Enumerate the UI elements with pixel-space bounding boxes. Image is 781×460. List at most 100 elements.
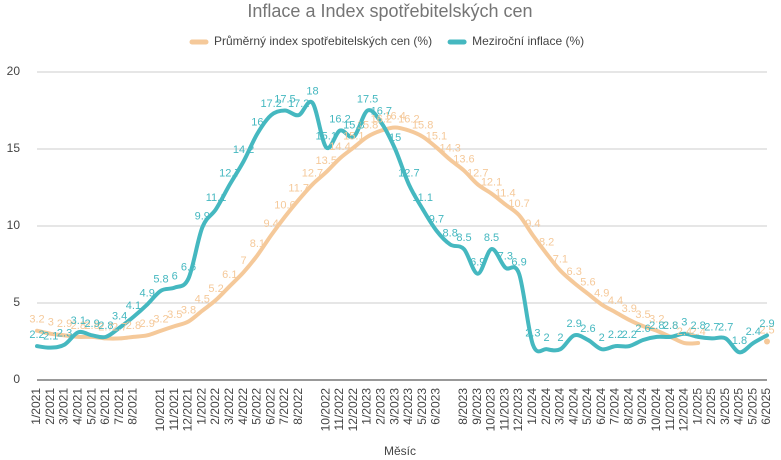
x-tick-label: 10/2023 (484, 388, 498, 432)
x-tick-label: 5/2025 (745, 388, 759, 425)
x-tick-label: 12/2023 (511, 388, 525, 432)
series-line (35, 125, 701, 346)
x-tick-label: 5/2022 (250, 388, 264, 425)
data-label: 2.2 (29, 329, 44, 341)
data-label: 14.3 (439, 143, 460, 155)
data-label: 3.2 (29, 314, 44, 326)
data-label: 2.8 (126, 320, 141, 332)
x-tick-label: 8/2022 (291, 388, 305, 425)
y-tick-label: 20 (7, 64, 21, 78)
x-tick-label: 3/2023 (387, 388, 401, 425)
data-label: 3 (681, 317, 687, 329)
data-label: 16.2 (398, 113, 419, 125)
x-tick-label: 6/2024 (594, 388, 608, 425)
x-tick-label: 6/2021 (98, 388, 112, 425)
x-tick-label: 10/2021 (153, 388, 167, 432)
data-label: 12.7 (467, 167, 488, 179)
data-label: 3.4 (112, 311, 127, 323)
y-tick-label: 0 (13, 372, 20, 386)
data-label: 2.9 (759, 318, 774, 330)
data-label: 14.4 (329, 141, 350, 153)
data-label: 12.7 (219, 167, 240, 179)
data-label: 2.8 (84, 320, 99, 332)
x-tick-label: 3/2021 (57, 388, 71, 425)
x-tick-label: 9/2024 (635, 388, 649, 425)
data-label: 2.6 (635, 323, 650, 335)
y-tick-label: 5 (13, 295, 20, 309)
data-label: 11.4 (495, 187, 516, 199)
data-label: 8.5 (484, 232, 499, 244)
data-label: 9.4 (264, 218, 279, 230)
data-label: 4.5 (195, 294, 210, 306)
data-label: 15.1 (316, 130, 337, 142)
x-tick-label: 5/2024 (580, 388, 594, 425)
x-tick-label: 11/2021 (167, 388, 181, 431)
data-label: 3.8 (181, 304, 196, 316)
x-tick-label: 1/2024 (525, 388, 539, 425)
x-tick-label: 10/2022 (318, 388, 332, 432)
data-label: 14.2 (233, 144, 254, 156)
data-label: 7.1 (553, 254, 568, 266)
data-label: 2.8 (71, 320, 86, 332)
data-label: 15.8 (343, 120, 364, 132)
data-label: 2.8 (690, 320, 705, 332)
data-label: 7 (241, 255, 247, 267)
data-label: 2.7 (98, 321, 113, 333)
data-label: 3.2 (153, 314, 168, 326)
data-label: 8.5 (456, 232, 471, 244)
x-tick-label: 2/2025 (704, 388, 718, 425)
data-label: 4.9 (594, 287, 609, 299)
x-tick-label: 7/2021 (112, 388, 126, 425)
data-label: 16.2 (329, 113, 350, 125)
x-tick-label: 6/2023 (429, 388, 443, 425)
data-label: 17.2 (288, 98, 309, 110)
data-label: 2.7 (718, 321, 733, 333)
data-label: 6.3 (567, 266, 582, 278)
data-label: 2.3 (525, 327, 540, 339)
data-label: 5.2 (208, 283, 223, 295)
legend-label: Meziroční inflace (%) (472, 34, 584, 48)
data-label: 17.2 (260, 98, 281, 110)
data-label: 1.8 (732, 335, 747, 347)
data-label: 11.7 (288, 183, 309, 195)
x-tick-label: 2/2023 (374, 388, 388, 425)
data-label: 2.7 (112, 321, 127, 333)
data-label: 4.9 (140, 287, 155, 299)
x-tick-label: 1/2022 (194, 388, 208, 425)
x-tick-label: 7/2024 (608, 388, 622, 425)
data-label: 15.1 (426, 130, 447, 142)
data-label: 2.9 (57, 318, 72, 330)
data-label: 3.2 (649, 314, 664, 326)
data-label: 15.1 (343, 130, 364, 142)
x-tick-label: 2/2024 (539, 388, 553, 425)
data-label: 4.4 (608, 295, 623, 307)
legend-label: Průměrný index spotřebitelských cen (%) (214, 34, 432, 48)
chart-title: Inflace a Index spotřebitelských cen (247, 1, 532, 21)
data-label: 3.1 (71, 315, 86, 327)
data-label: 7.3 (498, 250, 513, 262)
data-label: 15.8 (412, 120, 433, 132)
data-label: 13.6 (453, 153, 474, 165)
data-label: 12.7 (398, 167, 419, 179)
x-tick-label: 2/2021 (43, 388, 57, 425)
data-label: 10.6 (274, 200, 295, 212)
data-label: 8.8 (443, 227, 458, 239)
data-label: 5.8 (153, 274, 168, 286)
data-label: 2.9 (567, 318, 582, 330)
data-label: 3.9 (622, 303, 637, 315)
x-tick-label: 4/2021 (70, 388, 84, 425)
data-label: 8.1 (250, 238, 265, 250)
x-tick-label: 3/2025 (718, 388, 732, 425)
data-label: 2.8 (663, 320, 678, 332)
x-tick-label: 6/2025 (759, 388, 773, 425)
y-tick-label: 15 (7, 141, 21, 155)
data-label: 9.9 (195, 210, 210, 222)
data-label: 4.1 (126, 300, 141, 312)
x-tick-label: 9/2023 (470, 388, 484, 425)
x-tick-label: 1/2021 (29, 388, 43, 425)
data-label: 17.5 (274, 93, 295, 105)
legend: Průměrný index spotřebitelských cen (%) M… (189, 34, 584, 48)
data-label: 2.2 (608, 329, 623, 341)
data-label: 2 (544, 332, 550, 344)
data-label: 6.1 (222, 269, 237, 281)
